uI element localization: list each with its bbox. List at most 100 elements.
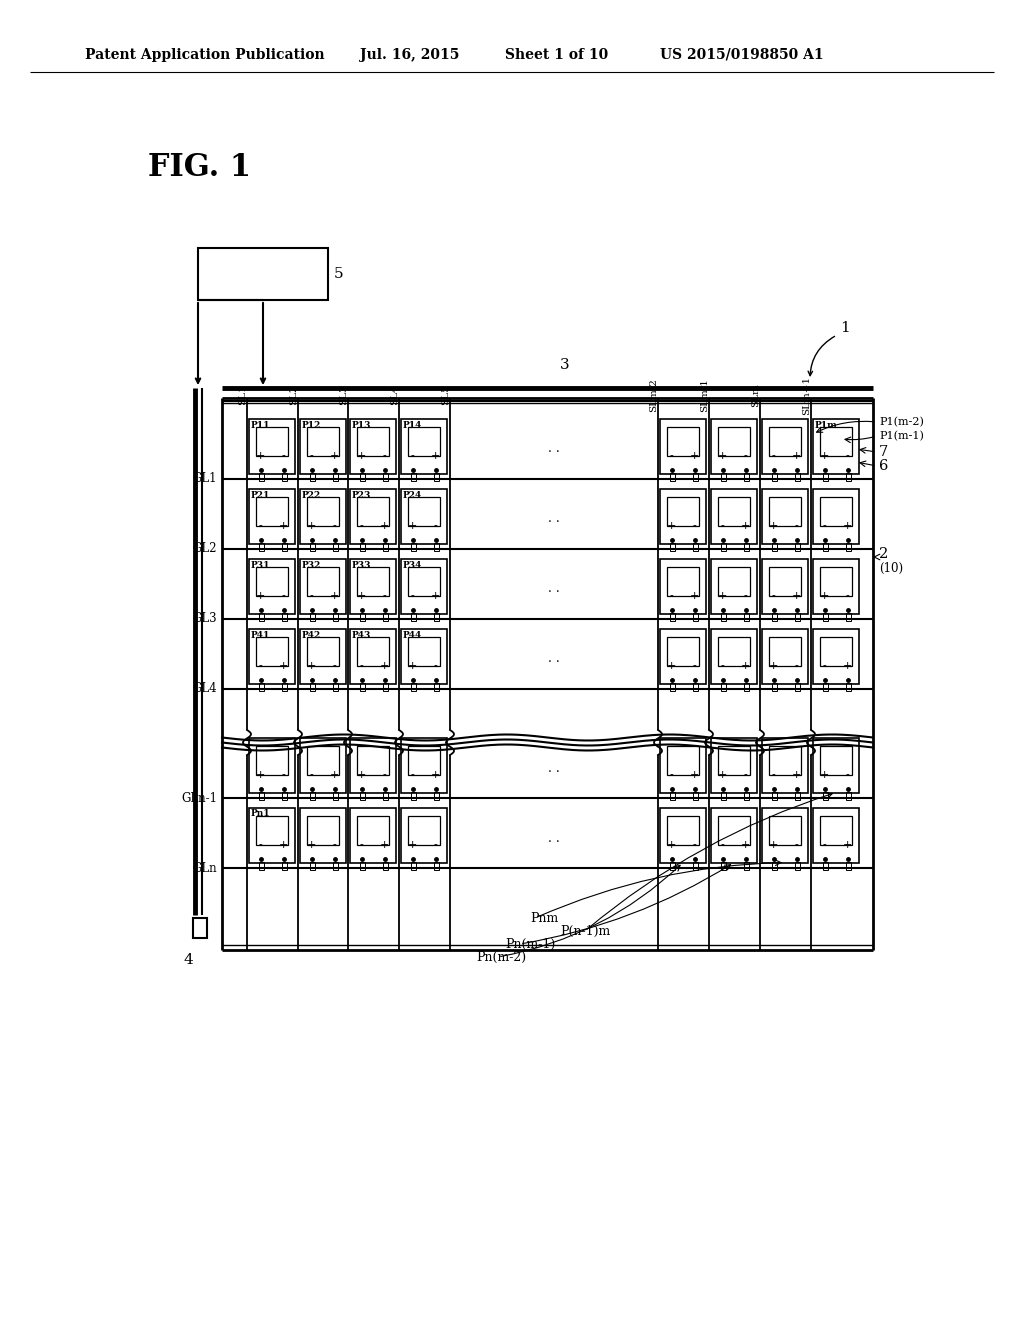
- Text: P22: P22: [302, 491, 322, 499]
- Text: -: -: [795, 840, 799, 850]
- Text: -: -: [721, 661, 724, 671]
- Bar: [846, 862, 851, 870]
- Bar: [743, 473, 749, 480]
- Text: 7: 7: [879, 445, 888, 459]
- Text: P43: P43: [352, 631, 372, 639]
- Bar: [309, 792, 314, 800]
- Bar: [820, 568, 852, 595]
- Text: P1(m-1): P1(m-1): [879, 430, 924, 441]
- Text: +: +: [380, 840, 389, 850]
- Text: -: -: [309, 451, 313, 461]
- Text: SLm-1: SLm-1: [700, 378, 709, 412]
- Bar: [383, 473, 387, 480]
- Bar: [249, 738, 295, 792]
- Text: -: -: [282, 591, 286, 601]
- Text: GL2: GL2: [193, 543, 217, 556]
- Bar: [692, 862, 697, 870]
- Bar: [692, 792, 697, 800]
- Text: 1: 1: [840, 321, 850, 335]
- Bar: [307, 816, 339, 845]
- Text: -: -: [333, 661, 336, 671]
- FancyArrowPatch shape: [808, 337, 835, 376]
- Bar: [350, 418, 396, 474]
- Bar: [813, 418, 859, 474]
- Bar: [300, 418, 346, 474]
- Bar: [307, 498, 339, 525]
- Text: +: +: [667, 521, 676, 531]
- Bar: [401, 488, 447, 544]
- Bar: [822, 682, 827, 690]
- Text: -: -: [433, 521, 437, 531]
- Bar: [282, 473, 287, 480]
- Text: P1m: P1m: [815, 421, 838, 429]
- Bar: [813, 738, 859, 792]
- Bar: [359, 543, 365, 550]
- Bar: [795, 473, 800, 480]
- Text: GL3: GL3: [193, 612, 217, 626]
- Text: +: +: [740, 661, 751, 671]
- Text: +: +: [307, 840, 316, 850]
- Text: +: +: [256, 591, 265, 601]
- Text: +: +: [307, 521, 316, 531]
- Text: SLm-2: SLm-2: [649, 378, 658, 412]
- Text: +: +: [380, 521, 389, 531]
- Bar: [282, 543, 287, 550]
- Bar: [309, 612, 314, 620]
- Text: GLn-1: GLn-1: [181, 792, 217, 804]
- Text: +: +: [330, 770, 339, 780]
- Bar: [667, 746, 699, 775]
- Bar: [795, 682, 800, 690]
- Text: Pnm: Pnm: [530, 912, 558, 924]
- Text: +: +: [740, 521, 751, 531]
- Text: +: +: [769, 661, 778, 671]
- Text: +: +: [690, 770, 699, 780]
- Bar: [795, 612, 800, 620]
- Bar: [667, 638, 699, 665]
- Text: Pn1: Pn1: [251, 809, 270, 818]
- Bar: [300, 738, 346, 792]
- Bar: [256, 498, 288, 525]
- Text: -: -: [795, 661, 799, 671]
- Text: SL5: SL5: [441, 384, 450, 405]
- Text: +: +: [820, 451, 829, 461]
- Text: P14: P14: [403, 421, 422, 429]
- Text: -: -: [721, 521, 724, 531]
- Bar: [433, 612, 438, 620]
- Bar: [660, 738, 706, 792]
- Bar: [433, 543, 438, 550]
- Bar: [762, 488, 808, 544]
- Bar: [762, 808, 808, 862]
- Bar: [660, 558, 706, 614]
- Text: -: -: [333, 521, 336, 531]
- Text: +: +: [279, 840, 288, 850]
- Text: -: -: [359, 521, 364, 531]
- Text: +: +: [307, 661, 316, 671]
- Bar: [350, 738, 396, 792]
- Bar: [198, 248, 328, 300]
- Text: +: +: [792, 770, 801, 780]
- Bar: [771, 682, 776, 690]
- Bar: [408, 498, 440, 525]
- Bar: [769, 816, 801, 845]
- Bar: [408, 746, 440, 775]
- Bar: [820, 498, 852, 525]
- Text: P44: P44: [403, 631, 422, 639]
- Text: . .: . .: [548, 582, 560, 595]
- Text: +: +: [820, 591, 829, 601]
- Text: -: -: [772, 591, 775, 601]
- Text: +: +: [279, 661, 288, 671]
- Text: -: -: [282, 770, 286, 780]
- Bar: [721, 543, 725, 550]
- Bar: [258, 792, 263, 800]
- Bar: [711, 808, 757, 862]
- Bar: [350, 488, 396, 544]
- Text: P23: P23: [352, 491, 372, 499]
- Bar: [660, 488, 706, 544]
- Bar: [359, 473, 365, 480]
- Text: -: -: [333, 840, 336, 850]
- Bar: [771, 543, 776, 550]
- Text: +: +: [667, 840, 676, 850]
- Text: Sheet 1 of 10: Sheet 1 of 10: [505, 48, 608, 62]
- Bar: [771, 862, 776, 870]
- Text: P12: P12: [302, 421, 322, 429]
